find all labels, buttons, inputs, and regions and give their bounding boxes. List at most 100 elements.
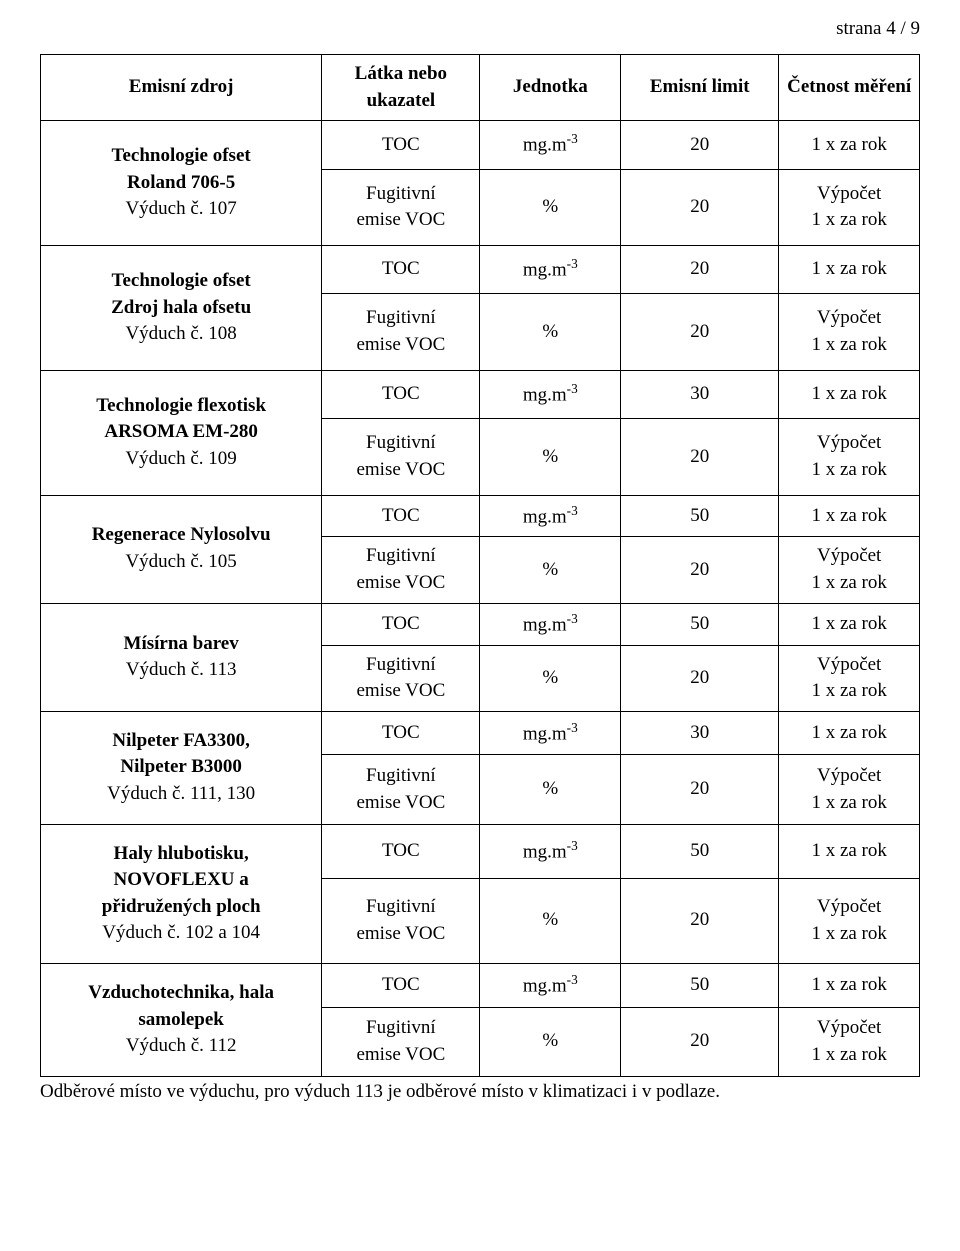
unit-prefix: mg.m (523, 506, 567, 527)
limit-cell: 20 (621, 294, 779, 370)
freq-1x: 1 x za rok (811, 572, 886, 593)
vypocet: Výpočet (817, 432, 881, 453)
fug-l1: Fugitivní (366, 432, 436, 453)
source-cell: Mísírna barev Výduch č. 113 (41, 603, 322, 711)
substance-cell: Fugitivní emise VOC (322, 294, 480, 370)
header-substance: Látka nebo ukazatel (322, 55, 480, 121)
source-line: Výduch č. 107 (125, 198, 236, 219)
freq-cell: 1 x za rok (779, 824, 920, 878)
fug-l2: emise VOC (356, 680, 445, 701)
fug-l2: emise VOC (356, 209, 445, 230)
freq-1x: 1 x za rok (811, 209, 886, 230)
source-line: Výduch č. 102 a 104 (102, 922, 260, 943)
source-cell: Vzduchotechnika, hala samolepek Výduch č… (41, 963, 322, 1076)
substance-cell: TOC (322, 245, 480, 293)
limit-cell: 20 (621, 121, 779, 169)
header-limit: Emisní limit (621, 55, 779, 121)
unit-cell: % (480, 169, 621, 245)
source-line: Nilpeter FA3300, (112, 730, 250, 751)
unit-cell: mg.m-3 (480, 824, 621, 878)
freq-cell: 1 x za rok (779, 603, 920, 645)
source-line: Výduch č. 112 (126, 1035, 237, 1056)
freq-cell: Výpočet 1 x za rok (779, 878, 920, 963)
limit-cell: 20 (621, 755, 779, 824)
source-cell: Nilpeter FA3300, Nilpeter B3000 Výduch č… (41, 711, 322, 824)
substance-cell: TOC (322, 711, 480, 755)
limit-cell: 30 (621, 711, 779, 755)
limit-cell: 20 (621, 1007, 779, 1076)
fug-l2: emise VOC (356, 459, 445, 480)
page-number: strana 4 / 9 (40, 18, 920, 40)
source-line: Výduch č. 111, 130 (107, 783, 255, 804)
substance-cell: TOC (322, 121, 480, 169)
unit-sup: -3 (567, 838, 578, 853)
substance-cell: Fugitivní emise VOC (322, 537, 480, 603)
substance-cell: TOC (322, 603, 480, 645)
freq-1x: 1 x za rok (811, 459, 886, 480)
unit-prefix: mg.m (523, 841, 567, 862)
vypocet: Výpočet (817, 307, 881, 328)
unit-cell: % (480, 878, 621, 963)
freq-cell: 1 x za rok (779, 370, 920, 418)
unit-sup: -3 (567, 611, 578, 626)
vypocet: Výpočet (817, 545, 881, 566)
source-line: Zdroj hala ofsetu (111, 297, 251, 318)
freq-cell: 1 x za rok (779, 121, 920, 169)
table-row: Nilpeter FA3300, Nilpeter B3000 Výduch č… (41, 711, 920, 755)
fug-l1: Fugitivní (366, 183, 436, 204)
table-row: Technologie flexotisk ARSOMA EM-280 Výdu… (41, 370, 920, 418)
substance-cell: Fugitivní emise VOC (322, 1007, 480, 1076)
fug-l2: emise VOC (356, 1044, 445, 1065)
source-cell: Haly hlubotisku, NOVOFLEXU a přidruženýc… (41, 824, 322, 963)
unit-prefix: mg.m (523, 975, 567, 996)
freq-1x: 1 x za rok (811, 680, 886, 701)
source-line: Výduch č. 113 (126, 659, 237, 680)
unit-sup: -3 (567, 381, 578, 396)
freq-cell: Výpočet 1 x za rok (779, 537, 920, 603)
fug-l1: Fugitivní (366, 307, 436, 328)
unit-sup: -3 (567, 256, 578, 271)
header-frequency: Četnost měření (779, 55, 920, 121)
limit-cell: 20 (621, 169, 779, 245)
source-cell: Technologie ofset Roland 706-5 Výduch č.… (41, 121, 322, 246)
source-line: Výduch č. 108 (125, 323, 236, 344)
freq-cell: 1 x za rok (779, 495, 920, 537)
header-source: Emisní zdroj (41, 55, 322, 121)
freq-cell: 1 x za rok (779, 711, 920, 755)
unit-cell: % (480, 537, 621, 603)
substance-cell: Fugitivní emise VOC (322, 878, 480, 963)
substance-cell: Fugitivní emise VOC (322, 169, 480, 245)
source-cell: Regenerace Nylosolvu Výduch č. 105 (41, 495, 322, 603)
source-line: Vzduchotechnika, hala (88, 982, 274, 1003)
freq-cell: Výpočet 1 x za rok (779, 294, 920, 370)
unit-cell: mg.m-3 (480, 370, 621, 418)
vypocet: Výpočet (817, 765, 881, 786)
source-cell: Technologie flexotisk ARSOMA EM-280 Výdu… (41, 370, 322, 495)
freq-1x: 1 x za rok (811, 1044, 886, 1065)
freq-1x: 1 x za rok (811, 792, 886, 813)
source-line: Regenerace Nylosolvu (92, 524, 271, 545)
source-line: Výduch č. 109 (125, 448, 236, 469)
table-row: Technologie ofset Roland 706-5 Výduch č.… (41, 121, 920, 169)
unit-cell: mg.m-3 (480, 963, 621, 1007)
source-cell: Technologie ofset Zdroj hala ofsetu Výdu… (41, 245, 322, 370)
header-unit: Jednotka (480, 55, 621, 121)
source-line: Mísírna barev (124, 633, 239, 654)
vypocet: Výpočet (817, 896, 881, 917)
unit-prefix: mg.m (523, 614, 567, 635)
substance-cell: TOC (322, 370, 480, 418)
fug-l1: Fugitivní (366, 654, 436, 675)
table-row: Technologie ofset Zdroj hala ofsetu Výdu… (41, 245, 920, 293)
fug-l1: Fugitivní (366, 1017, 436, 1038)
freq-1x: 1 x za rok (811, 923, 886, 944)
emissions-table: Emisní zdroj Látka nebo ukazatel Jednotk… (40, 54, 920, 1077)
unit-cell: % (480, 419, 621, 495)
unit-prefix: mg.m (523, 260, 567, 281)
limit-cell: 20 (621, 419, 779, 495)
limit-cell: 50 (621, 495, 779, 537)
source-line: NOVOFLEXU a (114, 869, 249, 890)
unit-prefix: mg.m (523, 723, 567, 744)
fug-l2: emise VOC (356, 572, 445, 593)
limit-cell: 20 (621, 537, 779, 603)
header-substance-l2: ukazatel (367, 90, 436, 111)
